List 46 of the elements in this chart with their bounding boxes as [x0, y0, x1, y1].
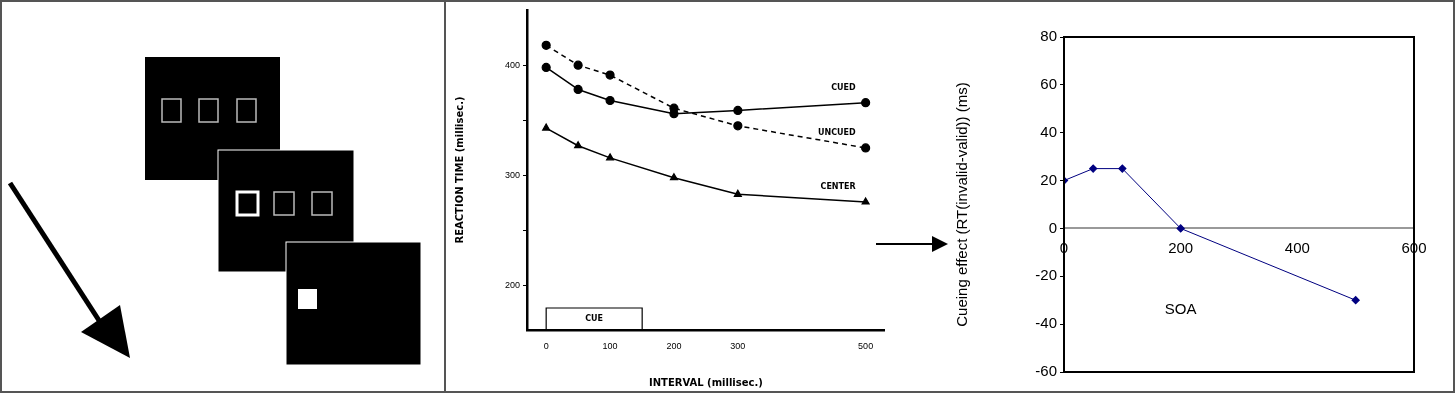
x-axis-title: INTERVAL (millisec.) — [648, 376, 763, 388]
y-axis-title: Cueing effect (RT(invalid-valid)) (ms) — [953, 82, 971, 327]
y-tick-label: 60 — [1040, 75, 1057, 92]
annotation: CUE — [585, 314, 604, 324]
x-axis-title: SOA — [1164, 299, 1197, 317]
y-tick-label: 40 — [1040, 122, 1057, 140]
x-tick-label: 500 — [858, 340, 874, 351]
point — [606, 153, 615, 161]
series-label: UNCUED — [817, 128, 856, 138]
y-tick-label: -20 — [1035, 266, 1057, 284]
point — [1089, 164, 1098, 173]
point — [733, 189, 742, 197]
point — [1176, 224, 1185, 233]
y-tick-label: -60 — [1035, 362, 1057, 380]
point — [861, 98, 871, 108]
point — [574, 141, 583, 149]
point — [541, 62, 551, 72]
y-tick-label: 400 — [504, 59, 520, 70]
point — [861, 197, 870, 205]
x-tick-label: 0 — [543, 340, 549, 351]
point — [1351, 296, 1360, 305]
y-tick-label: -40 — [1035, 314, 1057, 332]
x-tick-label: 300 — [730, 340, 746, 351]
series-label: CENTER — [820, 182, 856, 192]
x-tick-label: 100 — [602, 340, 618, 351]
y-tick-label: 20 — [1040, 170, 1057, 188]
series-label: CUED — [831, 82, 856, 92]
point — [573, 84, 583, 95]
y-tick-label: 200 — [504, 280, 520, 291]
y-axis-title: REACTION TIME (millisec.) — [453, 96, 465, 244]
point — [541, 40, 551, 50]
y-tick-label: 80 — [1040, 27, 1057, 45]
point — [733, 121, 743, 131]
point — [573, 60, 583, 70]
point — [669, 173, 679, 181]
point — [605, 70, 615, 80]
x-tick-label: 200 — [666, 340, 682, 351]
point — [605, 95, 615, 106]
y-tick-label: 300 — [504, 170, 520, 180]
point — [1118, 164, 1127, 173]
point — [542, 123, 551, 131]
point — [861, 143, 871, 153]
x-tick-label: 200 — [1168, 238, 1194, 256]
point — [733, 105, 743, 116]
y-tick-label: 0 — [1048, 218, 1057, 236]
x-tick-label: 400 — [1284, 238, 1310, 256]
